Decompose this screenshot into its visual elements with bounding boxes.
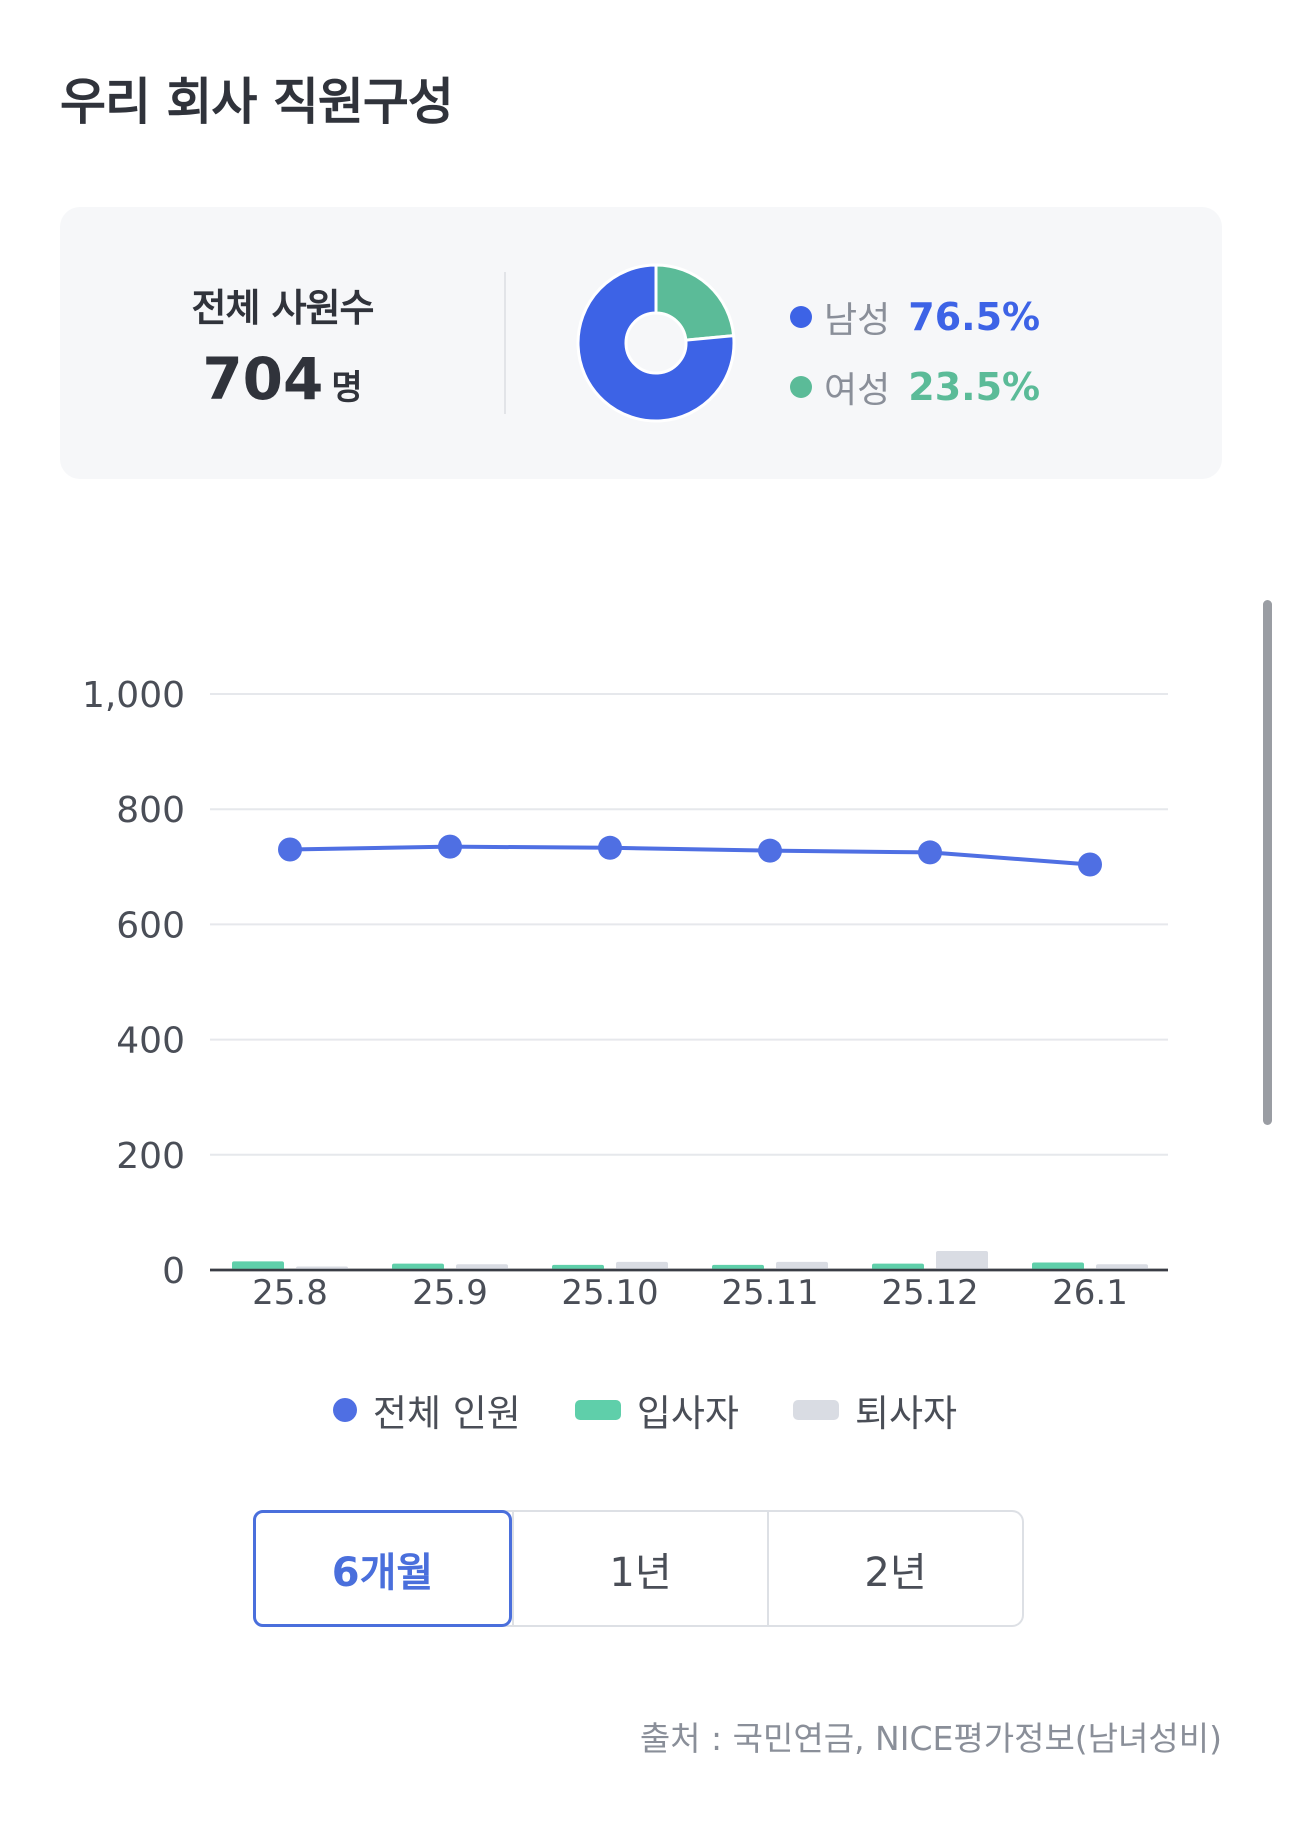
legend-total-label: 전체 인원 — [372, 1392, 521, 1435]
legend-hires-label: 입사자 — [636, 1392, 739, 1435]
hire-bar — [552, 1264, 604, 1270]
total-employees-count: 704 — [202, 345, 324, 413]
chart-legend: 전체 인원 입사자 퇴사자 — [0, 1383, 1290, 1437]
hire-bar — [392, 1263, 444, 1270]
hire-bar — [712, 1264, 764, 1270]
hire-bar — [872, 1263, 924, 1270]
x-tick-label: 25.9 — [412, 1273, 488, 1313]
y-tick-label: 800 — [116, 790, 185, 831]
x-tick-label: 26.1 — [1052, 1273, 1128, 1313]
legend-leavers-label: 퇴사자 — [854, 1392, 958, 1435]
total-headcount-point[interactable] — [758, 838, 782, 863]
gender-row-male: 남성 76.5% — [790, 282, 1040, 352]
hire-bar — [232, 1261, 284, 1270]
hire-bar — [1032, 1262, 1084, 1270]
x-tick-label: 25.11 — [721, 1273, 818, 1313]
x-tick-label: 25.10 — [561, 1273, 658, 1313]
female-label: 여성 — [824, 370, 891, 411]
period-tabs: 6개월 1년 2년 — [253, 1510, 1024, 1627]
y-tick-label: 400 — [116, 1021, 185, 1062]
leaver-bar — [776, 1261, 828, 1270]
page-title: 우리 회사 직원구성 — [60, 73, 454, 131]
gender-legend: 남성 76.5% 여성 23.5% — [790, 282, 1040, 422]
total-headcount-point[interactable] — [278, 837, 302, 862]
data-source-note: 출처 : 국민연금, NICE평가정보(남녀성비) — [639, 1719, 1222, 1758]
legend-leavers-swatch-icon — [792, 1400, 839, 1420]
female-dot-icon — [790, 376, 812, 398]
leaver-bar — [616, 1261, 668, 1270]
total-headcount-point[interactable] — [1078, 852, 1102, 877]
female-ratio: 23.5% — [908, 365, 1041, 409]
employee-summary-card: 전체 사원수 704 명 남성 76.5% 여성 23.5% — [60, 207, 1222, 479]
donut-slice-male — [576, 263, 736, 423]
headcount-chart: 0 200 400 600 800 1,000 25.8 25.9 25.10 25.11 25.1… — [82, 675, 1168, 1313]
donut-slice-female — [654, 263, 736, 342]
y-tick-label: 600 — [116, 905, 185, 946]
total-employees-unit: 명 — [331, 368, 363, 408]
legend-item-hires: 입사자 — [574, 1383, 739, 1437]
tab-2-years[interactable]: 2년 — [767, 1512, 1022, 1625]
tab-6-months[interactable]: 6개월 — [253, 1510, 512, 1627]
total-employees-block: 전체 사원수 704 명 — [60, 207, 505, 479]
legend-total-dot-icon — [332, 1398, 357, 1422]
total-employees-value-row: 704 명 — [60, 345, 505, 413]
leaver-bar — [936, 1250, 988, 1270]
gender-row-female: 여성 23.5% — [790, 352, 1040, 422]
male-ratio: 76.5% — [908, 295, 1041, 339]
total-headcount-line — [289, 844, 1091, 867]
leaver-bar — [456, 1264, 508, 1270]
tab-1-year[interactable]: 1년 — [512, 1512, 767, 1625]
legend-item-leavers: 퇴사자 — [792, 1383, 958, 1437]
vertical-scrollbar[interactable] — [1263, 600, 1272, 1125]
legend-hires-swatch-icon — [574, 1400, 621, 1420]
total-headcount-point[interactable] — [438, 834, 462, 859]
y-tick-label: 200 — [116, 1136, 185, 1177]
y-tick-label: 1,000 — [82, 675, 185, 716]
male-label: 남성 — [824, 300, 891, 341]
gender-donut-chart — [576, 263, 736, 423]
legend-item-total: 전체 인원 — [332, 1383, 521, 1437]
total-headcount-point[interactable] — [918, 840, 942, 865]
card-divider — [504, 272, 506, 414]
total-headcount-point[interactable] — [598, 835, 622, 860]
y-tick-label: 0 — [162, 1251, 185, 1292]
total-employees-label: 전체 사원수 — [191, 286, 374, 330]
male-dot-icon — [790, 306, 812, 328]
x-tick-label: 25.8 — [252, 1273, 328, 1313]
leaver-bar — [1096, 1264, 1148, 1270]
x-tick-label: 25.12 — [881, 1273, 978, 1313]
